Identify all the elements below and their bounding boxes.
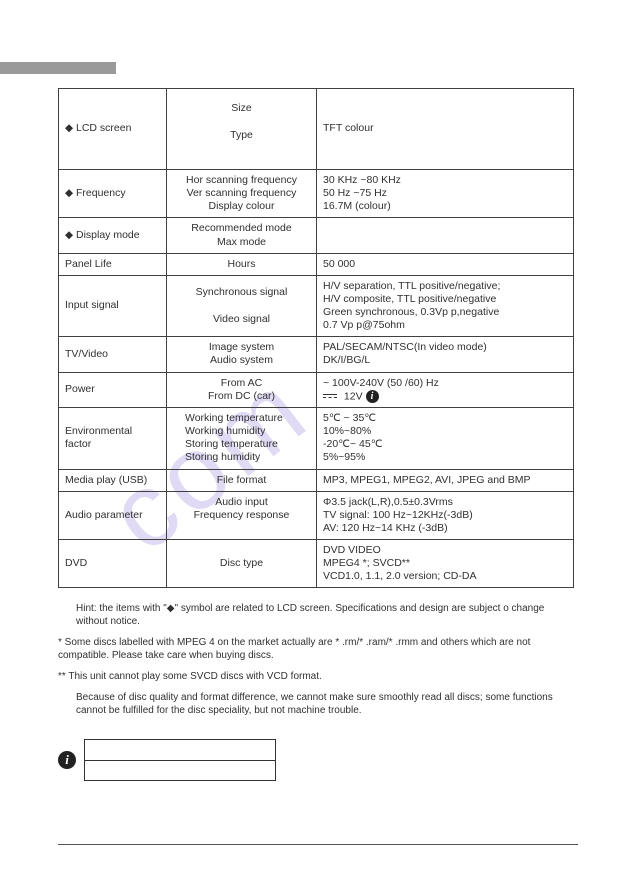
disp-label: Display mode [76,229,140,241]
bottom-info-box: i [58,739,574,781]
usb-p: File format [167,469,317,491]
note-2: ** This unit cannot play some SVCD discs… [58,670,574,683]
input-label: Input signal [59,275,167,337]
env-v3: -20℃~ 45℃ [323,438,567,451]
row-display-mode: ◆ Display mode Recommended mode Max mode [59,218,574,253]
power-v1: ~ 100V-240V (50 /60) Hz [323,377,567,390]
usb-label: Media play (USB) [59,469,167,491]
env-p3: Storing temperature [185,438,310,451]
tv-p1: Image system [173,341,310,354]
input-v: H/V separation, TTL positive/negative; H… [317,275,574,337]
spec-table: ◆ LCD screen Size Type TFT colour ◆ Freq… [58,88,574,588]
power-v2: 12V [344,390,363,402]
env-p1: Working temperature [185,412,310,425]
page-content: ◆ LCD screen Size Type TFT colour ◆ Freq… [58,88,574,781]
input-p1: Synchronous signal [173,286,310,299]
freq-v2: 50 Hz ~75 Hz [323,187,567,200]
power-label: Power [59,372,167,408]
env-p4: Storing humidity [185,451,310,464]
env-p2: Working humidity [185,425,310,438]
notes-block: Hint: the items with "◆" symbol are rela… [58,602,574,717]
audio-v2: TV signal: 100 Hz~12KHz(-3dB) [323,509,567,522]
lcd-label: LCD screen [76,122,131,134]
env-v4: 5%~95% [323,451,567,464]
row-audio-parameter: Audio parameter Audio input Frequency re… [59,491,574,539]
row-frequency: ◆ Frequency Hor scanning frequency Ver s… [59,170,574,218]
freq-label: Frequency [76,187,126,199]
tv-label: TV/Video [59,337,167,372]
dvd-p: Disc type [167,540,317,588]
tv-v2: DK/I/BG/L [323,354,567,367]
panel-label: Panel Life [59,253,167,275]
diamond-icon: ◆ [65,187,73,199]
panel-v: 50 000 [317,253,574,275]
row-input-signal: Input signal Synchronous signal Video si… [59,275,574,337]
info-icon: i [58,751,76,769]
lcd-size-label: Size [173,102,310,115]
tv-p2: Audio system [173,354,310,367]
power-p2: From DC (car) [173,390,310,403]
row-environmental: Environmental factor Working temperature… [59,408,574,470]
row-panel-life: Panel Life Hours 50 000 [59,253,574,275]
lcd-type-value: TFT colour [323,122,567,135]
dc-symbol-icon [323,394,337,398]
tv-v1: PAL/SECAM/NTSC(In video mode) [323,341,567,354]
note-3: Because of disc quality and format diffe… [58,691,574,717]
audio-p1: Audio input [173,496,310,509]
dvd-v1: DVD VIDEO [323,544,567,557]
row-media-play: Media play (USB) File format MP3, MPEG1,… [59,469,574,491]
env-label: Environmental factor [59,408,167,470]
header-grey-bar [0,62,116,74]
disp-p1: Recommended mode [173,222,310,235]
audio-v1: Φ3.5 jack(L,R),0.5±0.3Vrms [323,496,567,509]
env-v2: 10%~80% [323,425,567,438]
row-lcd: ◆ LCD screen Size Type TFT colour [59,89,574,170]
power-p1: From AC [173,377,310,390]
diamond-icon: ◆ [65,229,73,241]
usb-v: MP3, MPEG1, MPEG2, AVI, JPEG and BMP [317,469,574,491]
audio-p2: Frequency response [173,509,310,522]
env-v1: 5℃ ~ 35℃ [323,412,567,425]
diamond-icon: ◆ [65,122,73,134]
dvd-v2: MPEG4 *; SVCD** [323,557,567,570]
row-power: Power From AC From DC (car) ~ 100V-240V … [59,372,574,408]
empty-table-box [84,739,276,781]
note-1: * Some discs labelled with MPEG 4 on the… [58,636,574,662]
row-tv-video: TV/Video Image system Audio system PAL/S… [59,337,574,372]
footer-rule [58,844,578,845]
row-dvd: DVD Disc type DVD VIDEO MPEG4 *; SVCD** … [59,540,574,588]
panel-p: Hours [167,253,317,275]
freq-p1: Hor scanning frequency [173,174,310,187]
freq-v1: 30 KHz ~80 KHz [323,174,567,187]
input-p2: Video signal [173,313,310,326]
freq-p2: Ver scanning frequency [173,187,310,200]
audio-label: Audio parameter [59,491,167,539]
freq-v3: 16.7M (colour) [323,200,567,213]
info-icon: i [366,390,379,403]
dvd-label: DVD [59,540,167,588]
audio-v3: AV: 120 Hz~14 KHz (-3dB) [323,522,567,535]
lcd-type-label: Type [173,129,310,142]
dvd-v3: VCD1.0, 1.1, 2.0 version; CD-DA [323,570,567,583]
disp-p2: Max mode [173,236,310,249]
freq-p3: Display colour [173,200,310,213]
note-hint: Hint: the items with "◆" symbol are rela… [58,602,574,628]
